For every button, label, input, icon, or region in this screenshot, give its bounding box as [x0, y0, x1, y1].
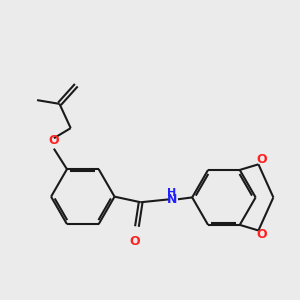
Text: O: O: [257, 153, 268, 166]
Text: O: O: [49, 134, 59, 147]
Text: N: N: [167, 193, 177, 206]
Text: O: O: [130, 235, 140, 248]
Text: O: O: [257, 229, 268, 242]
Text: H: H: [167, 188, 176, 198]
